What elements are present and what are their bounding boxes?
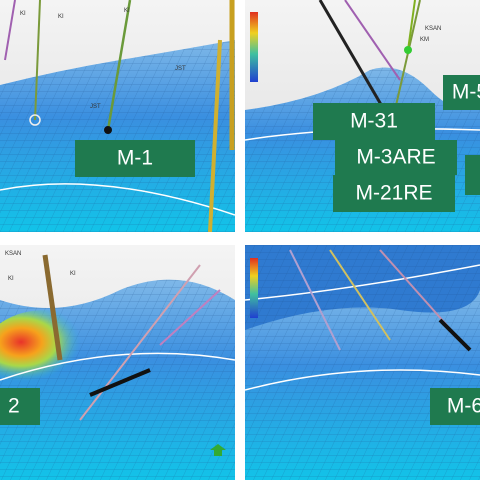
well-label-box <box>75 140 195 177</box>
well-label-box <box>465 155 480 195</box>
well-label-box <box>333 175 455 212</box>
well-label: M-3ARE <box>356 146 435 169</box>
annotation: JST <box>175 66 186 72</box>
panel: KSAN KI KI 2 <box>0 245 235 480</box>
annotation: KI <box>124 8 130 14</box>
annotation: KI <box>8 276 14 282</box>
well-label: M-1 <box>117 147 153 170</box>
annotation: KI <box>58 14 64 20</box>
well-label-box <box>430 388 480 425</box>
annotation: KM <box>420 37 429 43</box>
annotation: KI <box>20 11 26 17</box>
well-label-box <box>313 103 435 140</box>
panel: KI KI KI JST JST M-1 <box>0 0 235 232</box>
annotation: KI <box>70 271 76 277</box>
well-label: M-6 <box>447 395 480 418</box>
well-label-box <box>443 75 480 110</box>
panel: M-6 <box>245 245 480 480</box>
well-label-box <box>0 388 40 425</box>
annotation: KSAN <box>425 26 441 32</box>
well-label: 2 <box>8 395 20 418</box>
well-label: M-5 <box>452 81 480 104</box>
well-label-box <box>335 140 457 175</box>
annotation: JST <box>90 104 101 110</box>
well-label: M-21RE <box>355 182 432 205</box>
well-label: M-31 <box>350 110 398 133</box>
panel: KSAN KM M-5 M-31 M-3ARE M-21RE <box>245 0 480 232</box>
annotation: KSAN <box>5 251 21 257</box>
